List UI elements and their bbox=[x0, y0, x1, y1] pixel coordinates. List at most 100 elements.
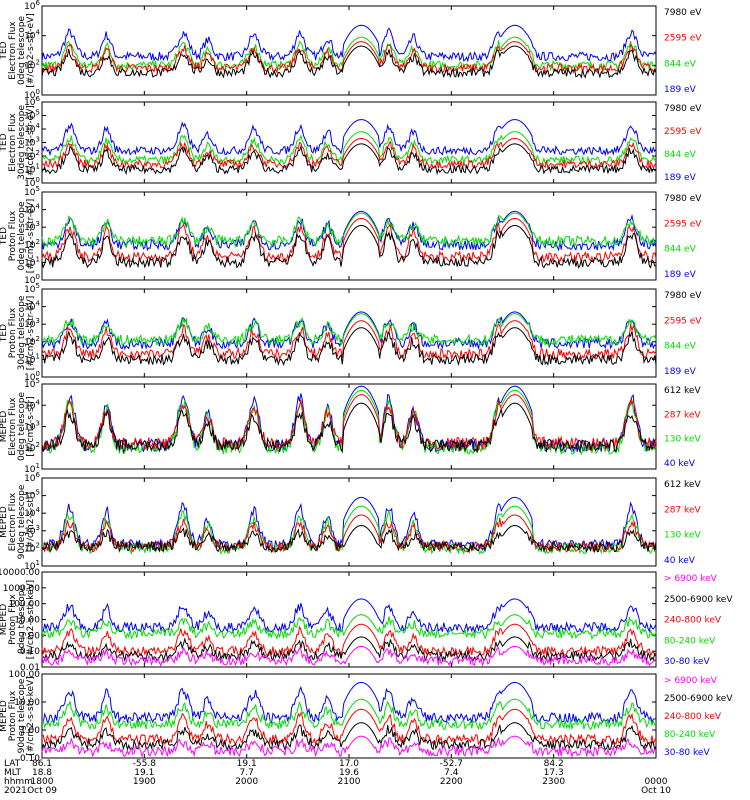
y-axis-label-line: [#/cm2-s-str] bbox=[26, 396, 36, 456]
y-axis-label-line: 0deg telescope bbox=[17, 16, 27, 86]
legend-entry: 7980 eV bbox=[664, 194, 702, 204]
y-tick-label: 0.10 bbox=[20, 647, 40, 657]
legend-entry: 7980 eV bbox=[664, 104, 702, 114]
x-tick-label: 17.0 bbox=[339, 759, 359, 769]
y-axis-label-line: TED bbox=[0, 324, 9, 343]
y-axis-label-line: [#/cm2-s-str-eV] bbox=[26, 296, 36, 371]
y-axis-label-line: Proton Flux bbox=[8, 210, 18, 261]
legend-entry: 2595 eV bbox=[664, 219, 702, 229]
y-tick-label: 10.00 bbox=[14, 616, 40, 626]
legend-entry: 189 eV bbox=[664, 367, 697, 377]
x-tick-label: -52.7 bbox=[440, 759, 463, 769]
series-line bbox=[41, 45, 657, 79]
legend-entry: 40 keV bbox=[664, 459, 696, 469]
y-axis-label-line: MEPED bbox=[0, 700, 9, 732]
panel-frame bbox=[41, 383, 657, 470]
y-axis-label-line: TED bbox=[0, 227, 9, 246]
legend-entry: 30-80 keV bbox=[664, 657, 710, 667]
legend-entry: 189 eV bbox=[664, 85, 697, 95]
y-axis-label: MEPEDElectron Flux90deg telescope[#/cm2-… bbox=[0, 484, 36, 559]
y-axis-label-line: Electron Flux bbox=[8, 21, 18, 80]
x-tick-label: 7.7 bbox=[240, 768, 254, 778]
series-line bbox=[41, 36, 657, 72]
series-line bbox=[41, 623, 657, 658]
series-line bbox=[41, 224, 657, 269]
legend-entry: 844 eV bbox=[664, 150, 697, 160]
x-tick-label: 19.1 bbox=[134, 768, 154, 778]
series-line bbox=[41, 313, 657, 347]
x-row-label: LAT bbox=[4, 759, 21, 769]
x-tick-label: 2200 bbox=[440, 777, 463, 787]
x-tick-label: -55.8 bbox=[133, 759, 157, 769]
legend-entry: 40 keV bbox=[664, 556, 696, 566]
y-axis-label-line: 0deg telescope bbox=[17, 585, 27, 655]
y-tick-label: 100.00 bbox=[9, 600, 41, 610]
legend-entry: > 6900 keV bbox=[664, 574, 718, 584]
legend-entry: 30-80 keV bbox=[664, 748, 710, 758]
x-tick-label: 18.8 bbox=[32, 768, 52, 778]
panel-frame bbox=[41, 673, 657, 759]
y-axis-label: TEDProton Flux0deg telescope[#/cm2-s-str… bbox=[0, 199, 36, 274]
y-tick-label: 1.00 bbox=[20, 726, 40, 736]
y-axis-label-line: 0deg telescope bbox=[17, 392, 27, 462]
y-axis-label-line: Electron Flux bbox=[8, 492, 18, 551]
y-axis-label-line: [#/cm2-s-str-keV] bbox=[26, 676, 36, 755]
y-axis-label: MEPEDElectron Flux0deg telescope[#/cm2-s… bbox=[0, 392, 36, 462]
legend-entry: > 6900 keV bbox=[664, 676, 718, 686]
series-line bbox=[41, 119, 657, 157]
y-axis-label-line: 30deg telescope bbox=[17, 105, 27, 180]
y-axis-label-line: Electron Flux bbox=[8, 113, 18, 172]
x-row-label: 2021 bbox=[4, 786, 27, 796]
legend-entry: 844 eV bbox=[664, 245, 697, 255]
x-tick-label: 1900 bbox=[133, 777, 156, 787]
y-axis-label-line: 90deg telescope bbox=[17, 678, 27, 753]
y-axis-label-line: TED bbox=[0, 41, 9, 60]
y-axis-label: TEDProton Flux30deg telescope[#/cm2-s-st… bbox=[0, 295, 36, 370]
series-line bbox=[41, 210, 657, 252]
x-tick-label: Oct 10 bbox=[641, 786, 671, 796]
y-axis-label-line: Proton Flux bbox=[8, 594, 18, 645]
y-axis-label-line: [#/cm2-s-str-eV] bbox=[26, 13, 36, 88]
x-row-label: hhmm bbox=[4, 777, 33, 787]
panel-frame bbox=[41, 477, 657, 567]
series-line bbox=[41, 131, 657, 166]
x-tick-label: 86.1 bbox=[32, 759, 52, 769]
series-line bbox=[41, 320, 657, 362]
series-line bbox=[41, 394, 657, 452]
series-line bbox=[41, 496, 657, 552]
legend-entry: 7980 eV bbox=[664, 291, 702, 301]
legend-entry: 2500-6900 keV bbox=[664, 595, 733, 605]
series-line bbox=[41, 735, 657, 759]
series-line bbox=[41, 402, 657, 454]
y-axis-label-line: [#/cm2-s-str] bbox=[26, 492, 36, 552]
x-tick-label: Oct 09 bbox=[27, 786, 57, 796]
panel-7: 0.01 0.10 1.00 10.00 100.00 1000.00 10000.00 ME… bbox=[0, 568, 733, 673]
y-axis-label-line: MEPED bbox=[0, 411, 9, 443]
y-tick-label: 1000.00 bbox=[3, 584, 40, 594]
series-line bbox=[41, 505, 657, 556]
y-tick-label: 10.00 bbox=[14, 698, 40, 708]
y-axis-label-line: [#/cm2-s-str-eV] bbox=[26, 105, 36, 180]
y-tick-label: 0.10 bbox=[20, 754, 40, 764]
series-line bbox=[41, 708, 657, 747]
series-line bbox=[41, 698, 657, 731]
y-tick-label: 1.00 bbox=[20, 631, 40, 641]
series-line bbox=[41, 212, 657, 249]
y-axis-label-line: Proton Flux bbox=[8, 307, 18, 358]
legend-entry: 7980 eV bbox=[664, 8, 702, 18]
y-tick-label: 0.01 bbox=[20, 663, 40, 673]
series-line bbox=[41, 524, 657, 554]
series-line bbox=[41, 41, 657, 75]
x-tick-label: 2000 bbox=[235, 777, 258, 787]
legend-entry: 130 keV bbox=[664, 435, 701, 445]
legend-entry: 612 keV bbox=[664, 480, 701, 490]
legend-entry: 189 eV bbox=[664, 270, 697, 280]
legend-entry: 612 keV bbox=[664, 386, 701, 396]
y-axis-label: MEPEDProton Flux0deg telescope[#/cm2-s-s… bbox=[0, 580, 36, 659]
y-axis-label: TEDElectron Flux30deg telescope[#/cm2-s-… bbox=[0, 105, 36, 180]
y-axis-label-line: 0deg telescope bbox=[17, 201, 27, 271]
x-tick-label: 19.6 bbox=[339, 768, 359, 778]
